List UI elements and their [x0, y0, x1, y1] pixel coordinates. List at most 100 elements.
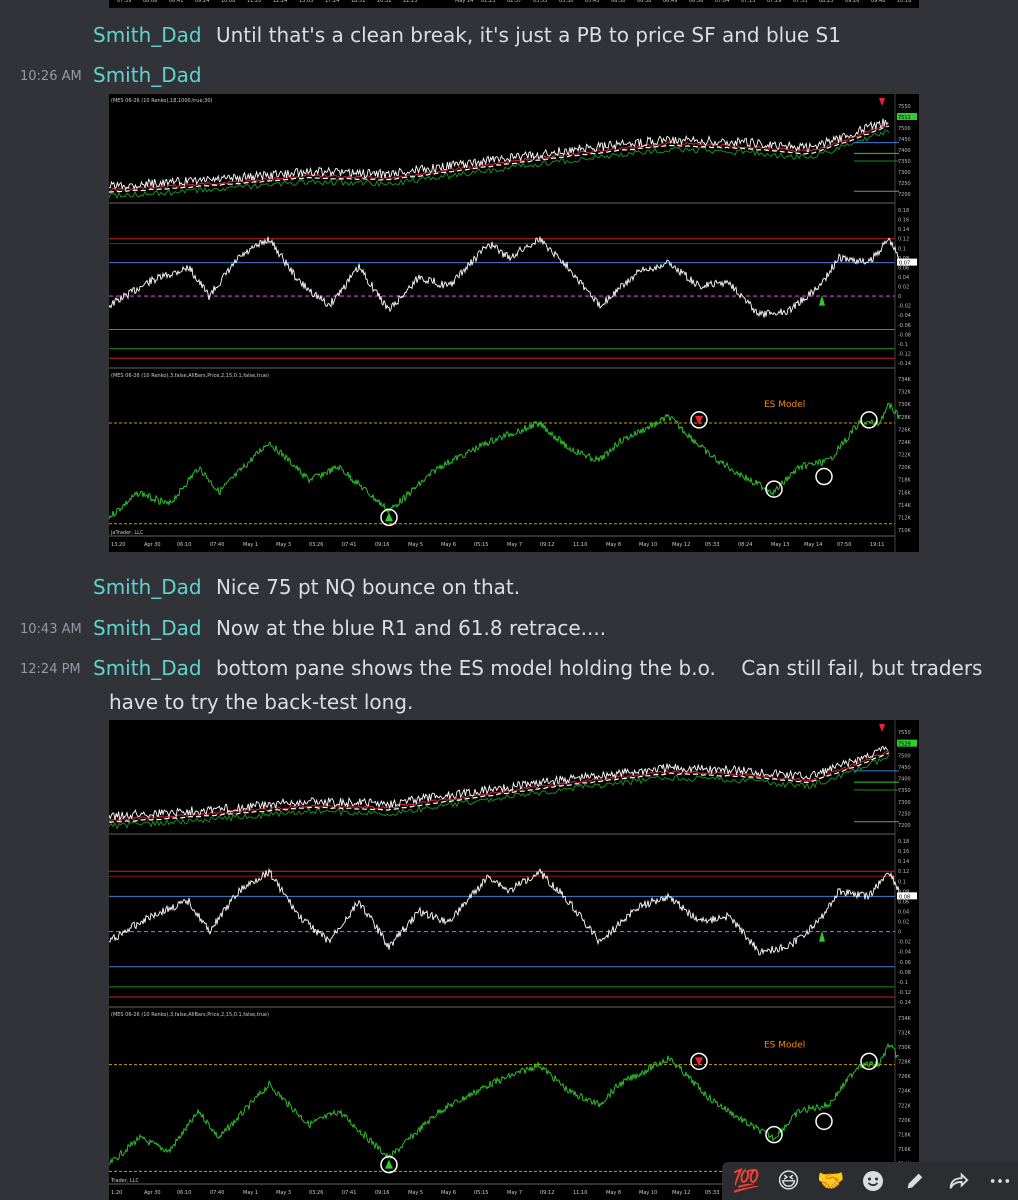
- message-author[interactable]: Smith_Dad: [93, 616, 202, 640]
- time-axis-label: May 3: [276, 1190, 291, 1196]
- time-axis-label: 08:24: [738, 542, 752, 548]
- osc-axis-label: 0.06: [898, 265, 909, 271]
- down-arrow-signal: [695, 415, 703, 425]
- time-axis-label: 19:11: [870, 542, 884, 548]
- axis-tick-label: May 14: [455, 0, 474, 4]
- osc-axis-label: -0.1: [898, 980, 908, 986]
- chart-screenshot-1[interactable]: (MES 06-26 (10 Renko),18,1000,true,30) 75…: [109, 94, 919, 552]
- axis-tick-label: 07:04: [715, 0, 730, 4]
- time-axis-label: May 13: [771, 542, 789, 548]
- signal-circle: [815, 1112, 833, 1131]
- osc-axis-label: 0.1: [898, 246, 906, 252]
- reply-button[interactable]: [939, 1164, 975, 1198]
- axis-tick-label: 07:15: [741, 0, 756, 4]
- osc-axis-label: -0.02: [898, 304, 911, 310]
- model-axis-label: 724K: [898, 1089, 912, 1095]
- message-timestamp[interactable]: 10:26 AM: [20, 69, 82, 84]
- time-axis-label: May 3: [276, 542, 291, 548]
- axis-tick-label: 03:53: [533, 0, 548, 4]
- time-axis-label: 06:10: [177, 542, 191, 548]
- price-pane-title: (MES 06-26 (10 Renko),18,1000,true,30): [111, 98, 212, 104]
- message-text-continued: have to try the back-test long.: [109, 690, 414, 714]
- chart-screenshot-2[interactable]: 7550 7529 7500 7450 7400 7350 7300 7250 7200 0.18…: [109, 720, 919, 1200]
- time-axis-label: 11:10: [573, 542, 587, 548]
- laughing-emoji-reaction[interactable]: 😆: [770, 1164, 806, 1198]
- model-axis-label: 716K: [898, 1147, 912, 1153]
- time-axis-label: 09:12: [540, 1190, 554, 1196]
- handshake-emoji-reaction[interactable]: 🤝: [813, 1164, 849, 1198]
- message-author[interactable]: Smith_Dad: [93, 656, 202, 680]
- price-axis-label: 7350: [898, 788, 911, 794]
- time-axis-label: May 14: [804, 542, 822, 548]
- model-axis-label: 726K: [898, 427, 912, 433]
- model-axis-label: 716K: [898, 490, 912, 496]
- hundred-emoji-reaction[interactable]: 💯: [728, 1164, 764, 1198]
- axis-tick-label: 06:56: [689, 0, 704, 4]
- axis-tick-label: 06:49: [663, 0, 678, 4]
- message-timestamp[interactable]: 12:24 PM: [20, 662, 81, 677]
- time-axis-label: May 5: [408, 1190, 423, 1196]
- time-axis-label: 03:26: [309, 1190, 323, 1196]
- model-axis-label: 732K: [898, 390, 912, 396]
- current-osc-value: 0.07: [899, 261, 910, 267]
- current-price-marker: [897, 113, 917, 120]
- edit-button[interactable]: [897, 1164, 933, 1198]
- axis-tick-label: 07:39: [117, 0, 132, 4]
- more-button[interactable]: [982, 1164, 1018, 1198]
- osc-axis-label: 0.16: [898, 218, 909, 224]
- osc-axis-label: 0.16: [898, 849, 909, 855]
- message-text: Until that's a clean break, it's just a …: [215, 23, 841, 47]
- current-price-marker: [897, 739, 917, 747]
- axis-tick-label: 09:26: [845, 0, 860, 4]
- price-axis-label: 7450: [898, 137, 911, 143]
- osc-axis-label: 0: [898, 294, 901, 300]
- message-timestamp[interactable]: 10:43 AM: [20, 622, 82, 637]
- price-axis-strip: [895, 720, 919, 1200]
- message-author[interactable]: Smith_Dad: [93, 23, 202, 47]
- osc-axis-label: 0: [898, 930, 901, 936]
- time-axis-label: May 8: [606, 1190, 621, 1196]
- down-arrow-signal: [879, 98, 885, 106]
- time-axis-label: May 1: [243, 1190, 258, 1196]
- es-model-label: ES Model: [764, 400, 805, 410]
- chart-footer: jaTrader, LLC: [110, 530, 144, 536]
- time-axis-label: 07:40: [210, 1190, 224, 1196]
- axis-tick-label: 08:25: [819, 0, 834, 4]
- time-axis-label: 09:16: [375, 1190, 389, 1196]
- axis-tick-label: 06:30: [611, 0, 626, 4]
- es-model-label: ES Model: [764, 1041, 805, 1051]
- axis-tick-label: 05:45: [585, 0, 600, 4]
- add-reaction-button[interactable]: [855, 1164, 891, 1198]
- message-text: Nice 75 pt NQ bounce on that.: [215, 575, 521, 599]
- time-axis-label: 07:40: [210, 542, 224, 548]
- message-author[interactable]: Smith_Dad: [93, 63, 202, 87]
- message-author[interactable]: Smith_Dad: [93, 575, 202, 599]
- model-axis-label: 714K: [898, 503, 912, 509]
- price-axis-label: 7250: [898, 181, 911, 187]
- time-axis-label: 05:15: [474, 1190, 488, 1196]
- osc-axis-label: -0.08: [898, 970, 911, 976]
- current-osc-marker: [897, 258, 917, 266]
- axis-tick-label: 18:51: [351, 0, 366, 4]
- signal-circle: [380, 508, 398, 527]
- model-axis-label: 720K: [898, 1118, 912, 1124]
- message-text: bottom pane shows the ES model holding t…: [215, 656, 983, 680]
- chart-footer: Trader, LLC: [110, 1178, 139, 1184]
- model-axis-label: 712K: [898, 515, 912, 521]
- time-axis-label: May 5: [408, 542, 423, 548]
- osc-axis-label: 0.12: [898, 237, 909, 243]
- model-axis-label: 722K: [898, 1103, 912, 1109]
- time-axis-label: 07:41: [342, 1190, 356, 1196]
- axis-tick-label: 17:24: [325, 0, 340, 4]
- time-axis-label: 07:41: [342, 542, 356, 548]
- time-axis-label: May 12: [672, 542, 690, 548]
- current-osc-marker: [897, 892, 917, 900]
- price-axis-label: 7400: [898, 777, 911, 783]
- up-arrow-signal: [819, 294, 825, 306]
- time-axis-label: 07:50: [837, 542, 851, 548]
- add-reaction-icon: [862, 1171, 883, 1191]
- osc-axis-label: -0.14: [898, 1000, 911, 1006]
- model-axis-label: 710K: [898, 528, 912, 534]
- osc-axis-label: 0.18: [898, 208, 909, 214]
- axis-tick-label: 20:32: [377, 0, 392, 4]
